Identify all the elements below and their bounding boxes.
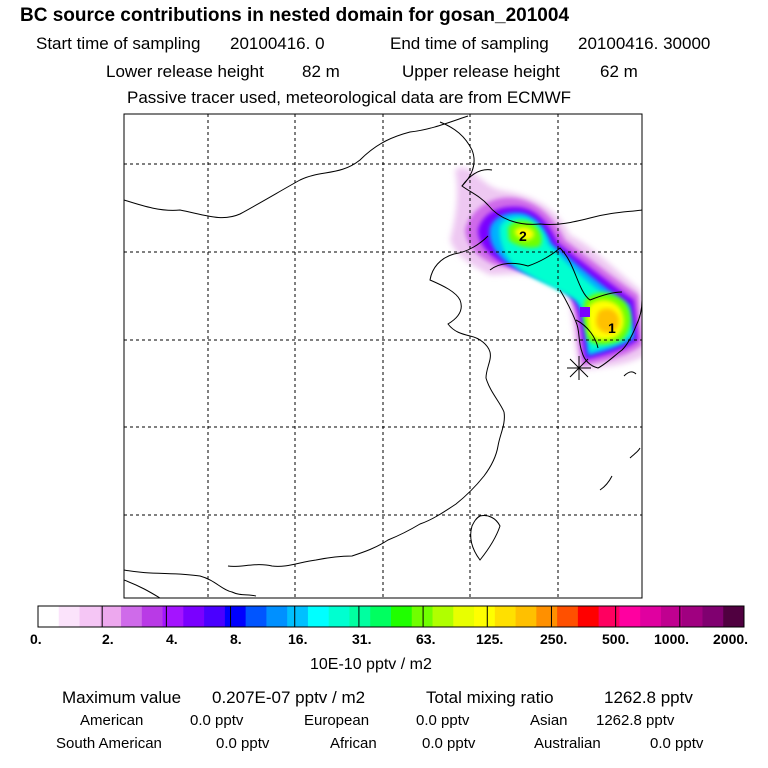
- legend-swatch: [266, 606, 288, 627]
- legend-swatch: [79, 606, 101, 627]
- legend-swatch: [287, 606, 309, 627]
- figure-title: BC source contributions in nested domain…: [20, 5, 570, 26]
- legend-swatch: [162, 606, 184, 627]
- star-icon: [567, 356, 591, 380]
- legend-swatch: [536, 606, 558, 627]
- legend-swatch: [100, 606, 122, 627]
- legend-swatch: [598, 606, 620, 627]
- legend-swatch: [619, 606, 641, 627]
- legend-tick: 4.: [166, 631, 178, 647]
- legend-swatch: [557, 606, 579, 627]
- legend-swatch: [370, 606, 392, 627]
- legend-swatch: [141, 606, 164, 627]
- region-name-australian: Australian: [534, 735, 601, 752]
- legend-swatch: [474, 606, 496, 627]
- tracer-note: Passive tracer used, meteorological data…: [127, 88, 572, 107]
- legend-swatch: [58, 606, 81, 627]
- end-time-label: End time of sampling: [390, 34, 549, 53]
- legend-tick: 2000.: [713, 631, 749, 647]
- region-name-south-american: South American: [56, 735, 162, 752]
- legend-swatch: [453, 606, 475, 627]
- lower-release-label: Lower release height: [106, 62, 264, 81]
- legend-tick: 16.: [288, 631, 308, 647]
- legend-swatch: [494, 606, 517, 627]
- legend-swatch: [723, 606, 745, 627]
- legend-swatch: [577, 606, 600, 627]
- concentration-plume: [450, 167, 642, 370]
- legend-swatch: [702, 606, 724, 627]
- region-name-european: European: [304, 712, 370, 729]
- legend-swatch: [432, 606, 454, 627]
- region-value-american: 0.0 pptv: [190, 712, 244, 729]
- legend-swatch: [307, 606, 330, 627]
- legend-swatch: [391, 606, 413, 627]
- legend-tick: 250.: [540, 631, 568, 647]
- legend-swatch: [328, 606, 350, 627]
- start-time-value: 20100416. 0: [230, 34, 325, 53]
- upper-release-value: 62 m: [600, 62, 638, 81]
- color-legend-bar: [38, 606, 745, 627]
- legend-swatch: [183, 606, 205, 627]
- region-name-african: African: [330, 735, 377, 752]
- end-time-value: 20100416. 30000: [578, 34, 711, 53]
- region-name-american: American: [80, 712, 144, 729]
- legend-tick: 2.: [102, 631, 114, 647]
- total-mixing-label: Total mixing ratio: [426, 688, 554, 707]
- lower-release-value: 82 m: [302, 62, 340, 81]
- legend-unit: 10E-10 pptv / m2: [310, 656, 432, 673]
- legend-tick: 31.: [352, 631, 372, 647]
- legend-swatch: [38, 606, 60, 627]
- start-time-label: Start time of sampling: [36, 34, 201, 53]
- region-value-african: 0.0 pptv: [422, 735, 476, 752]
- legend-tick: 125.: [476, 631, 504, 647]
- max-value: 0.207E-07 pptv / m2: [212, 688, 366, 707]
- total-mixing-value: 1262.8 pptv: [604, 688, 693, 707]
- legend-frame: [37, 605, 745, 628]
- source-marker-1: 1: [608, 320, 616, 336]
- legend-tick: 1000.: [654, 631, 690, 647]
- legend-tick: 8.: [230, 631, 242, 647]
- region-value-european: 0.0 pptv: [416, 712, 470, 729]
- legend-swatch: [660, 606, 683, 627]
- region-name-asian: Asian: [530, 712, 568, 729]
- legend-swatch: [411, 606, 434, 627]
- lat-lon-grid: [124, 114, 642, 598]
- legend-swatch: [681, 606, 703, 627]
- map-frame: [123, 113, 643, 599]
- map-plot-area: [124, 114, 642, 598]
- legend-swatch: [349, 606, 371, 627]
- legend-tick: 0.: [30, 631, 42, 647]
- source-marker-2: 2: [519, 228, 527, 244]
- legend-swatch: [640, 606, 662, 627]
- region-value-south-american: 0.0 pptv: [216, 735, 270, 752]
- upper-release-label: Upper release height: [402, 62, 560, 81]
- coastlines: [124, 115, 642, 598]
- region-value-australian: 0.0 pptv: [650, 735, 704, 752]
- legend-swatch: [515, 606, 537, 627]
- legend-tick: 63.: [416, 631, 436, 647]
- legend-swatch: [245, 606, 267, 627]
- legend-swatch: [224, 606, 247, 627]
- legend-swatch: [204, 606, 226, 627]
- max-value-label: Maximum value: [62, 688, 182, 707]
- legend-swatch: [121, 606, 143, 627]
- region-value-asian: 1262.8 pptv: [596, 712, 675, 729]
- legend-tick: 500.: [602, 631, 630, 647]
